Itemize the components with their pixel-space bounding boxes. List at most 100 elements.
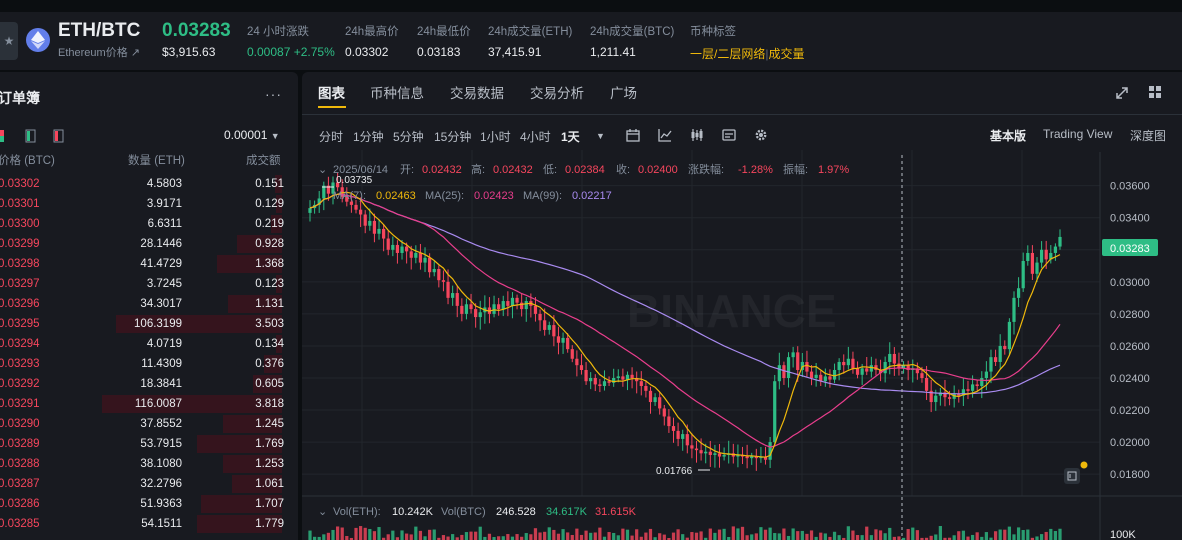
ask-row[interactable]: 0.03302 4.5803 0.151 [0, 174, 288, 194]
ask-row[interactable]: 0.03298 41.4729 1.368 [0, 254, 288, 274]
tab-trade-analysis[interactable]: 交易分析 [530, 86, 584, 101]
volume-bar [501, 536, 505, 540]
volume-bar [805, 533, 809, 540]
timeframe-1d[interactable]: 1天 [561, 130, 580, 144]
volume-bar [934, 534, 938, 540]
candle [708, 451, 712, 455]
candle [1026, 252, 1030, 261]
timeframe-5m[interactable]: 5分钟 [393, 130, 424, 144]
volume-collapse-chevron-icon[interactable]: ⌄ [318, 506, 327, 518]
indicator-icon[interactable] [658, 128, 672, 142]
candle [602, 381, 607, 387]
tag-volume[interactable]: 成交量 [768, 47, 805, 61]
calendar-icon[interactable] [626, 128, 640, 142]
ask-total: 1.779 [255, 518, 284, 530]
candle [625, 374, 630, 380]
vol-eth-value: 10.242K [392, 506, 434, 518]
ask-row[interactable]: 0.03294 4.0719 0.134 [0, 334, 288, 354]
candle [556, 336, 561, 343]
tag-layer[interactable]: 一层/二层网络 [690, 47, 766, 61]
candle [579, 365, 584, 370]
volume-bar [1058, 528, 1062, 540]
view-depth[interactable]: 深度图 [1130, 129, 1167, 143]
timeframe-1m[interactable]: 1分钟 [353, 130, 384, 144]
timeframe-line[interactable]: 分时 [319, 130, 344, 144]
tab-square[interactable]: 广场 [610, 86, 637, 101]
stat-label: 24h成交量(BTC) [590, 26, 675, 38]
header-total: 成交额 [246, 155, 281, 167]
ask-total: 1.061 [255, 478, 284, 490]
timeframe-15m[interactable]: 15分钟 [434, 130, 472, 144]
ask-row[interactable]: 0.03300 6.6311 0.219 [0, 214, 288, 234]
chart-style-icon[interactable] [722, 128, 736, 142]
coin-price-link[interactable]: Ethereum价格 ↗ [58, 47, 140, 59]
ask-row[interactable]: 0.03286 51.9363 1.707 [0, 494, 288, 514]
volume-bar [377, 527, 381, 540]
candlestick-chart[interactable]: BINANCE 0.036000.034000.032000.030000.02… [302, 72, 1182, 540]
precision-select[interactable]: 0.00001 ▼ [224, 128, 280, 142]
timeframe-more-chevron-icon[interactable]: ▼ [596, 131, 605, 141]
volume-bar [372, 531, 377, 540]
timeframe-1h[interactable]: 1小时 [480, 130, 511, 144]
candle [993, 357, 998, 362]
ask-row[interactable]: 0.03288 38.1080 1.253 [0, 454, 288, 474]
orderbook-mode-icons[interactable] [0, 129, 70, 143]
view-basic[interactable]: 基本版 [990, 129, 1027, 143]
volume-bar [644, 532, 648, 540]
volume-bar [796, 531, 800, 540]
ask-row[interactable]: 0.03299 28.1446 0.928 [0, 234, 288, 254]
tab-chart[interactable]: 图表 [318, 86, 345, 101]
view-tradingview[interactable]: Trading View [1043, 127, 1113, 141]
ask-qty: 4.0719 [146, 338, 182, 350]
volume-bar [354, 527, 358, 540]
candle [363, 214, 367, 226]
ask-row[interactable]: 0.03289 53.7915 1.769 [0, 434, 288, 454]
ask-row[interactable]: 0.03291 116.0087 3.818 [0, 394, 288, 414]
high-marker: 0.03735 [336, 175, 373, 186]
candle [409, 251, 413, 258]
volume-bar [938, 526, 942, 540]
ask-price: 0.03285 [0, 518, 40, 530]
candle [690, 445, 694, 449]
ask-row[interactable]: 0.03292 18.3841 0.605 [0, 374, 288, 394]
ma7-label: MA(7): [333, 190, 366, 202]
ask-qty: 53.7915 [140, 438, 182, 450]
volume-bar [823, 533, 827, 540]
candle-type-icon[interactable] [690, 128, 704, 142]
timeframe-4h[interactable]: 4小时 [520, 130, 551, 144]
volume-bar [658, 533, 662, 540]
volume-bar [1007, 526, 1011, 540]
star-icon[interactable]: ★ [0, 22, 18, 60]
volume-bar [704, 537, 708, 540]
tab-coin-info[interactable]: 币种信息 [370, 86, 424, 101]
ask-row[interactable]: 0.03290 37.8552 1.245 [0, 414, 288, 434]
ask-row[interactable]: 0.03295 106.3199 3.503 [0, 314, 288, 334]
tab-trade-data[interactable]: 交易数据 [450, 86, 504, 101]
more-icon[interactable]: ··· [265, 86, 282, 102]
candle [961, 389, 965, 396]
volume-bar [759, 527, 763, 540]
ask-row[interactable]: 0.03297 3.7245 0.123 [0, 274, 288, 294]
volume-bar [506, 534, 510, 540]
ask-row[interactable]: 0.03296 34.3017 1.131 [0, 294, 288, 314]
y-axis: 0.036000.034000.032000.030000.028000.026… [1110, 181, 1150, 482]
current-price-value: 0.03283 [1110, 243, 1150, 255]
volume-bar [414, 526, 418, 540]
ask-qty: 4.5803 [146, 178, 182, 190]
layout-grid-icon[interactable] [1148, 85, 1162, 99]
depth-bar [271, 215, 282, 233]
ask-row[interactable]: 0.03285 54.1511 1.779 [0, 514, 288, 534]
candle [1039, 249, 1044, 263]
indicator-badge-icon[interactable] [1064, 468, 1080, 484]
ask-price: 0.03302 [0, 178, 40, 190]
ask-row[interactable]: 0.03293 11.4309 0.376 [0, 354, 288, 374]
order-book-panel: 订单簿 ··· 0.00001 ▼ 价格 (BTC) 数量 (ETH) 成交额 … [0, 72, 298, 540]
collapse-chevron-icon[interactable]: ⌄ [318, 164, 327, 176]
gear-icon[interactable] [754, 128, 768, 142]
ask-row[interactable]: 0.03287 32.2796 1.061 [0, 474, 288, 494]
volume-bar [556, 533, 561, 540]
volume-bar [575, 528, 579, 540]
pair-symbol[interactable]: ETH/BTC [58, 20, 141, 41]
expand-icon[interactable] [1115, 86, 1129, 100]
ask-row[interactable]: 0.03301 3.9171 0.129 [0, 194, 288, 214]
